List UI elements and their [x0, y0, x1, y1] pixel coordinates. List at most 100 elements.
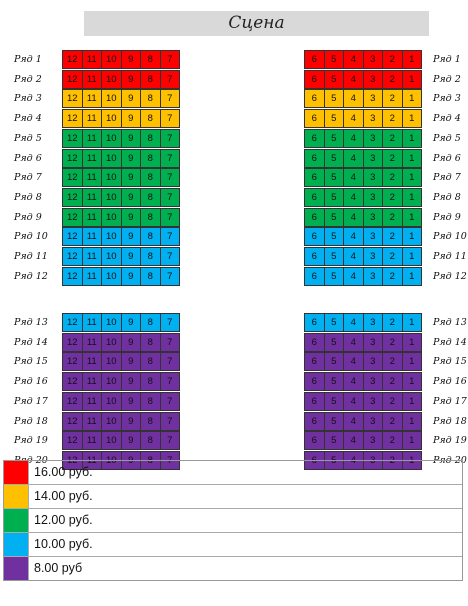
- seat[interactable]: 8: [140, 89, 161, 109]
- seat[interactable]: 8: [140, 109, 161, 129]
- seat[interactable]: 4: [343, 247, 364, 266]
- seat[interactable]: 4: [343, 128, 364, 148]
- seat[interactable]: 8: [140, 313, 161, 332]
- seat[interactable]: 4: [343, 89, 364, 109]
- seat[interactable]: 11: [81, 89, 102, 109]
- seat[interactable]: 5: [323, 89, 344, 109]
- seat[interactable]: 11: [81, 332, 102, 352]
- seat[interactable]: 9: [120, 313, 141, 332]
- seat[interactable]: 4: [343, 372, 364, 392]
- seat[interactable]: 10: [101, 50, 122, 69]
- seat[interactable]: 5: [323, 391, 344, 411]
- seat[interactable]: 3: [362, 352, 383, 372]
- seat[interactable]: 6: [304, 391, 325, 411]
- seat[interactable]: 7: [159, 187, 180, 207]
- seat[interactable]: 1: [401, 187, 422, 207]
- seat[interactable]: 3: [362, 168, 383, 188]
- seat[interactable]: 4: [343, 227, 364, 247]
- seat[interactable]: 9: [120, 109, 141, 129]
- seat[interactable]: 11: [81, 352, 102, 372]
- seat[interactable]: 12: [62, 148, 83, 168]
- seat[interactable]: 12: [62, 168, 83, 188]
- seat[interactable]: 10: [101, 168, 122, 188]
- seat[interactable]: 7: [159, 266, 180, 286]
- seat[interactable]: 2: [382, 391, 403, 411]
- seat[interactable]: 12: [62, 50, 83, 69]
- seat[interactable]: 10: [101, 266, 122, 286]
- seat[interactable]: 4: [343, 187, 364, 207]
- seat[interactable]: 11: [81, 372, 102, 392]
- seat[interactable]: 9: [120, 352, 141, 372]
- seat[interactable]: 2: [382, 332, 403, 352]
- seat[interactable]: 3: [362, 411, 383, 431]
- seat[interactable]: 6: [304, 128, 325, 148]
- seat[interactable]: 8: [140, 168, 161, 188]
- seat[interactable]: 5: [323, 148, 344, 168]
- seat[interactable]: 2: [382, 148, 403, 168]
- seat[interactable]: 9: [120, 247, 141, 266]
- seat[interactable]: 3: [362, 332, 383, 352]
- seat[interactable]: 12: [62, 227, 83, 247]
- seat[interactable]: 1: [401, 148, 422, 168]
- seat[interactable]: 8: [140, 128, 161, 148]
- seat[interactable]: 2: [382, 352, 403, 372]
- seat[interactable]: 11: [81, 247, 102, 266]
- seat[interactable]: 10: [101, 313, 122, 332]
- seat[interactable]: 2: [382, 187, 403, 207]
- seat[interactable]: 7: [159, 227, 180, 247]
- seat[interactable]: 2: [382, 207, 403, 227]
- seat[interactable]: 3: [362, 128, 383, 148]
- seat[interactable]: 8: [140, 148, 161, 168]
- seat[interactable]: 9: [120, 391, 141, 411]
- seat[interactable]: 1: [401, 352, 422, 372]
- seat[interactable]: 9: [120, 148, 141, 168]
- seat[interactable]: 7: [159, 109, 180, 129]
- seat[interactable]: 6: [304, 266, 325, 286]
- seat[interactable]: 1: [401, 431, 422, 451]
- seat[interactable]: 3: [362, 50, 383, 69]
- seat[interactable]: 9: [120, 207, 141, 227]
- seat[interactable]: 6: [304, 313, 325, 332]
- seat[interactable]: 11: [81, 128, 102, 148]
- seat[interactable]: 2: [382, 266, 403, 286]
- seat[interactable]: 8: [140, 372, 161, 392]
- seat[interactable]: 12: [62, 247, 83, 266]
- seat[interactable]: 8: [140, 207, 161, 227]
- seat[interactable]: 2: [382, 247, 403, 266]
- seat[interactable]: 5: [323, 372, 344, 392]
- seat[interactable]: 5: [323, 247, 344, 266]
- seat[interactable]: 3: [362, 266, 383, 286]
- seat[interactable]: 4: [343, 313, 364, 332]
- seat[interactable]: 7: [159, 411, 180, 431]
- seat[interactable]: 2: [382, 89, 403, 109]
- seat[interactable]: 4: [343, 411, 364, 431]
- seat[interactable]: 6: [304, 352, 325, 372]
- seat[interactable]: 3: [362, 109, 383, 129]
- seat[interactable]: 1: [401, 313, 422, 332]
- seat[interactable]: 7: [159, 372, 180, 392]
- seat[interactable]: 5: [323, 431, 344, 451]
- seat[interactable]: 7: [159, 168, 180, 188]
- seat[interactable]: 1: [401, 332, 422, 352]
- seat[interactable]: 8: [140, 50, 161, 69]
- seat[interactable]: 2: [382, 227, 403, 247]
- seat[interactable]: 7: [159, 207, 180, 227]
- seat[interactable]: 12: [62, 352, 83, 372]
- seat[interactable]: 4: [343, 168, 364, 188]
- seat[interactable]: 6: [304, 50, 325, 69]
- seat[interactable]: 10: [101, 332, 122, 352]
- seat[interactable]: 6: [304, 207, 325, 227]
- seat[interactable]: 6: [304, 168, 325, 188]
- seat[interactable]: 9: [120, 89, 141, 109]
- seat[interactable]: 7: [159, 148, 180, 168]
- seat[interactable]: 5: [323, 128, 344, 148]
- seat[interactable]: 11: [81, 391, 102, 411]
- seat[interactable]: 12: [62, 372, 83, 392]
- seat[interactable]: 8: [140, 187, 161, 207]
- seat[interactable]: 8: [140, 332, 161, 352]
- seat[interactable]: 5: [323, 266, 344, 286]
- seat[interactable]: 10: [101, 207, 122, 227]
- seat[interactable]: 7: [159, 69, 180, 89]
- seat[interactable]: 1: [401, 109, 422, 129]
- seat[interactable]: 7: [159, 128, 180, 148]
